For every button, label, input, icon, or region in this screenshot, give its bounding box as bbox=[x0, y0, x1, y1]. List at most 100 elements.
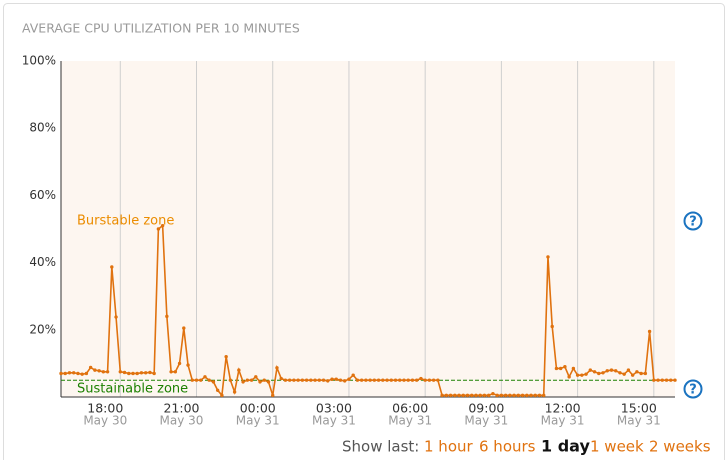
cpu-point bbox=[359, 378, 364, 382]
cpu-point bbox=[372, 378, 377, 382]
range-option[interactable]: 1 week bbox=[590, 438, 644, 456]
x-tick-date: May 31 bbox=[464, 414, 508, 428]
cpu-point bbox=[474, 393, 478, 398]
x-tick-label: 12:00 bbox=[545, 401, 581, 416]
x-tick-date: May 30 bbox=[83, 414, 127, 428]
cpu-point bbox=[567, 375, 571, 379]
cpu-point bbox=[84, 371, 89, 376]
cpu-point bbox=[571, 366, 576, 371]
cpu-point bbox=[376, 378, 381, 382]
cpu-point bbox=[330, 377, 334, 381]
cpu-point bbox=[614, 369, 618, 373]
cpu-point bbox=[512, 393, 516, 398]
cpu-point bbox=[152, 371, 156, 376]
cpu-point bbox=[355, 378, 360, 382]
y-tick-label: 80% bbox=[29, 121, 56, 135]
cpu-point bbox=[177, 361, 182, 366]
cpu-point bbox=[622, 372, 626, 376]
cpu-point bbox=[271, 393, 275, 398]
cpu-point bbox=[605, 369, 609, 373]
cpu-point bbox=[110, 265, 114, 269]
x-tick-label: 09:00 bbox=[468, 401, 504, 416]
cpu-point bbox=[203, 375, 207, 379]
cpu-point bbox=[491, 391, 495, 396]
cpu-point bbox=[669, 378, 673, 382]
cpu-point bbox=[482, 393, 487, 398]
cpu-point bbox=[453, 393, 457, 398]
cpu-point bbox=[461, 393, 465, 398]
cpu-point bbox=[673, 378, 677, 382]
help-icon[interactable]: ? bbox=[683, 379, 703, 399]
cpu-point bbox=[584, 372, 588, 376]
x-tick-date: May 30 bbox=[160, 414, 204, 428]
cpu-point bbox=[499, 393, 504, 398]
cpu-point bbox=[529, 393, 533, 398]
help-glyph[interactable]: ? bbox=[689, 215, 697, 230]
cpu-point bbox=[143, 371, 148, 375]
cpu-point bbox=[194, 378, 199, 382]
cpu-point bbox=[88, 365, 93, 370]
cpu-point bbox=[321, 378, 326, 382]
cpu-point bbox=[639, 371, 643, 376]
cpu-point bbox=[245, 378, 250, 382]
range-option[interactable]: 2 weeks bbox=[649, 438, 711, 456]
x-tick-label: 06:00 bbox=[392, 401, 428, 416]
cpu-point bbox=[148, 370, 152, 375]
cpu-point bbox=[609, 368, 614, 372]
cpu-point bbox=[440, 393, 444, 398]
cpu-point bbox=[495, 393, 499, 398]
cpu-point bbox=[588, 368, 593, 372]
burstable-zone-label: Burstable zone bbox=[77, 214, 174, 229]
cpu-point bbox=[402, 378, 406, 382]
cpu-point bbox=[63, 371, 67, 376]
cpu-point bbox=[237, 368, 241, 372]
cpu-point bbox=[131, 371, 135, 376]
cpu-point bbox=[156, 227, 161, 231]
cpu-point bbox=[343, 379, 347, 383]
burstable-zone-bg bbox=[61, 61, 675, 397]
cpu-point bbox=[232, 390, 237, 394]
cpu-point bbox=[80, 372, 84, 376]
range-option-selected[interactable]: 1 day bbox=[541, 437, 590, 456]
cpu-point bbox=[160, 223, 165, 228]
range-option[interactable]: 1 hour bbox=[424, 438, 474, 456]
y-tick-label: 100% bbox=[22, 54, 56, 68]
cpu-point bbox=[470, 393, 474, 398]
cpu-point bbox=[503, 393, 508, 398]
cpu-point bbox=[414, 378, 419, 382]
cpu-point bbox=[486, 393, 491, 398]
cpu-point bbox=[364, 378, 368, 382]
cpu-point bbox=[601, 371, 605, 375]
cpu-point bbox=[427, 378, 432, 382]
cpu-point bbox=[258, 380, 262, 384]
x-tick-label: 00:00 bbox=[240, 401, 276, 416]
cpu-point bbox=[398, 378, 402, 382]
cpu-point bbox=[533, 393, 537, 398]
range-option[interactable]: 6 hours bbox=[479, 438, 536, 456]
help-glyph[interactable]: ? bbox=[689, 383, 697, 398]
cpu-point bbox=[563, 365, 567, 369]
cpu-point bbox=[393, 378, 398, 382]
cpu-point bbox=[220, 393, 224, 398]
y-tick-label: 20% bbox=[29, 322, 56, 336]
cpu-point bbox=[266, 380, 271, 384]
cpu-point bbox=[525, 393, 529, 398]
cpu-point bbox=[186, 363, 190, 367]
cpu-point bbox=[76, 371, 80, 376]
cpu-point bbox=[520, 393, 525, 398]
cpu-point bbox=[105, 370, 110, 374]
y-tick-label: 40% bbox=[29, 255, 56, 269]
cpu-point bbox=[338, 378, 343, 382]
cpu-point bbox=[643, 371, 648, 376]
cpu-point bbox=[558, 366, 563, 371]
cpu-point bbox=[635, 370, 639, 374]
cpu-point bbox=[135, 371, 139, 376]
cpu-point bbox=[139, 371, 144, 375]
cpu-point bbox=[508, 393, 512, 398]
cpu-point bbox=[465, 393, 470, 398]
x-tick-label: 15:00 bbox=[621, 401, 657, 416]
help-icon[interactable]: ? bbox=[683, 211, 703, 231]
x-tick-date: May 31 bbox=[236, 414, 280, 428]
cpu-point bbox=[592, 370, 597, 374]
